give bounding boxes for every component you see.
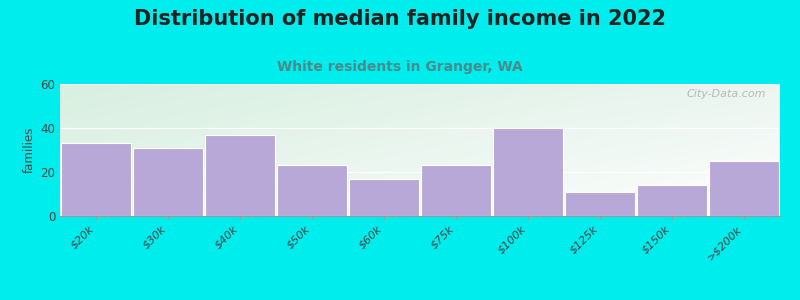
Text: White residents in Granger, WA: White residents in Granger, WA — [277, 60, 523, 74]
Bar — [349, 178, 419, 216]
Bar — [493, 128, 563, 216]
Bar — [565, 192, 635, 216]
Bar — [277, 165, 347, 216]
Bar — [709, 161, 779, 216]
Bar — [205, 135, 275, 216]
Bar — [61, 143, 131, 216]
Text: Distribution of median family income in 2022: Distribution of median family income in … — [134, 9, 666, 29]
Bar — [637, 185, 707, 216]
Bar — [421, 165, 491, 216]
Y-axis label: families: families — [23, 127, 36, 173]
Bar — [133, 148, 203, 216]
Text: City-Data.com: City-Data.com — [686, 89, 766, 99]
